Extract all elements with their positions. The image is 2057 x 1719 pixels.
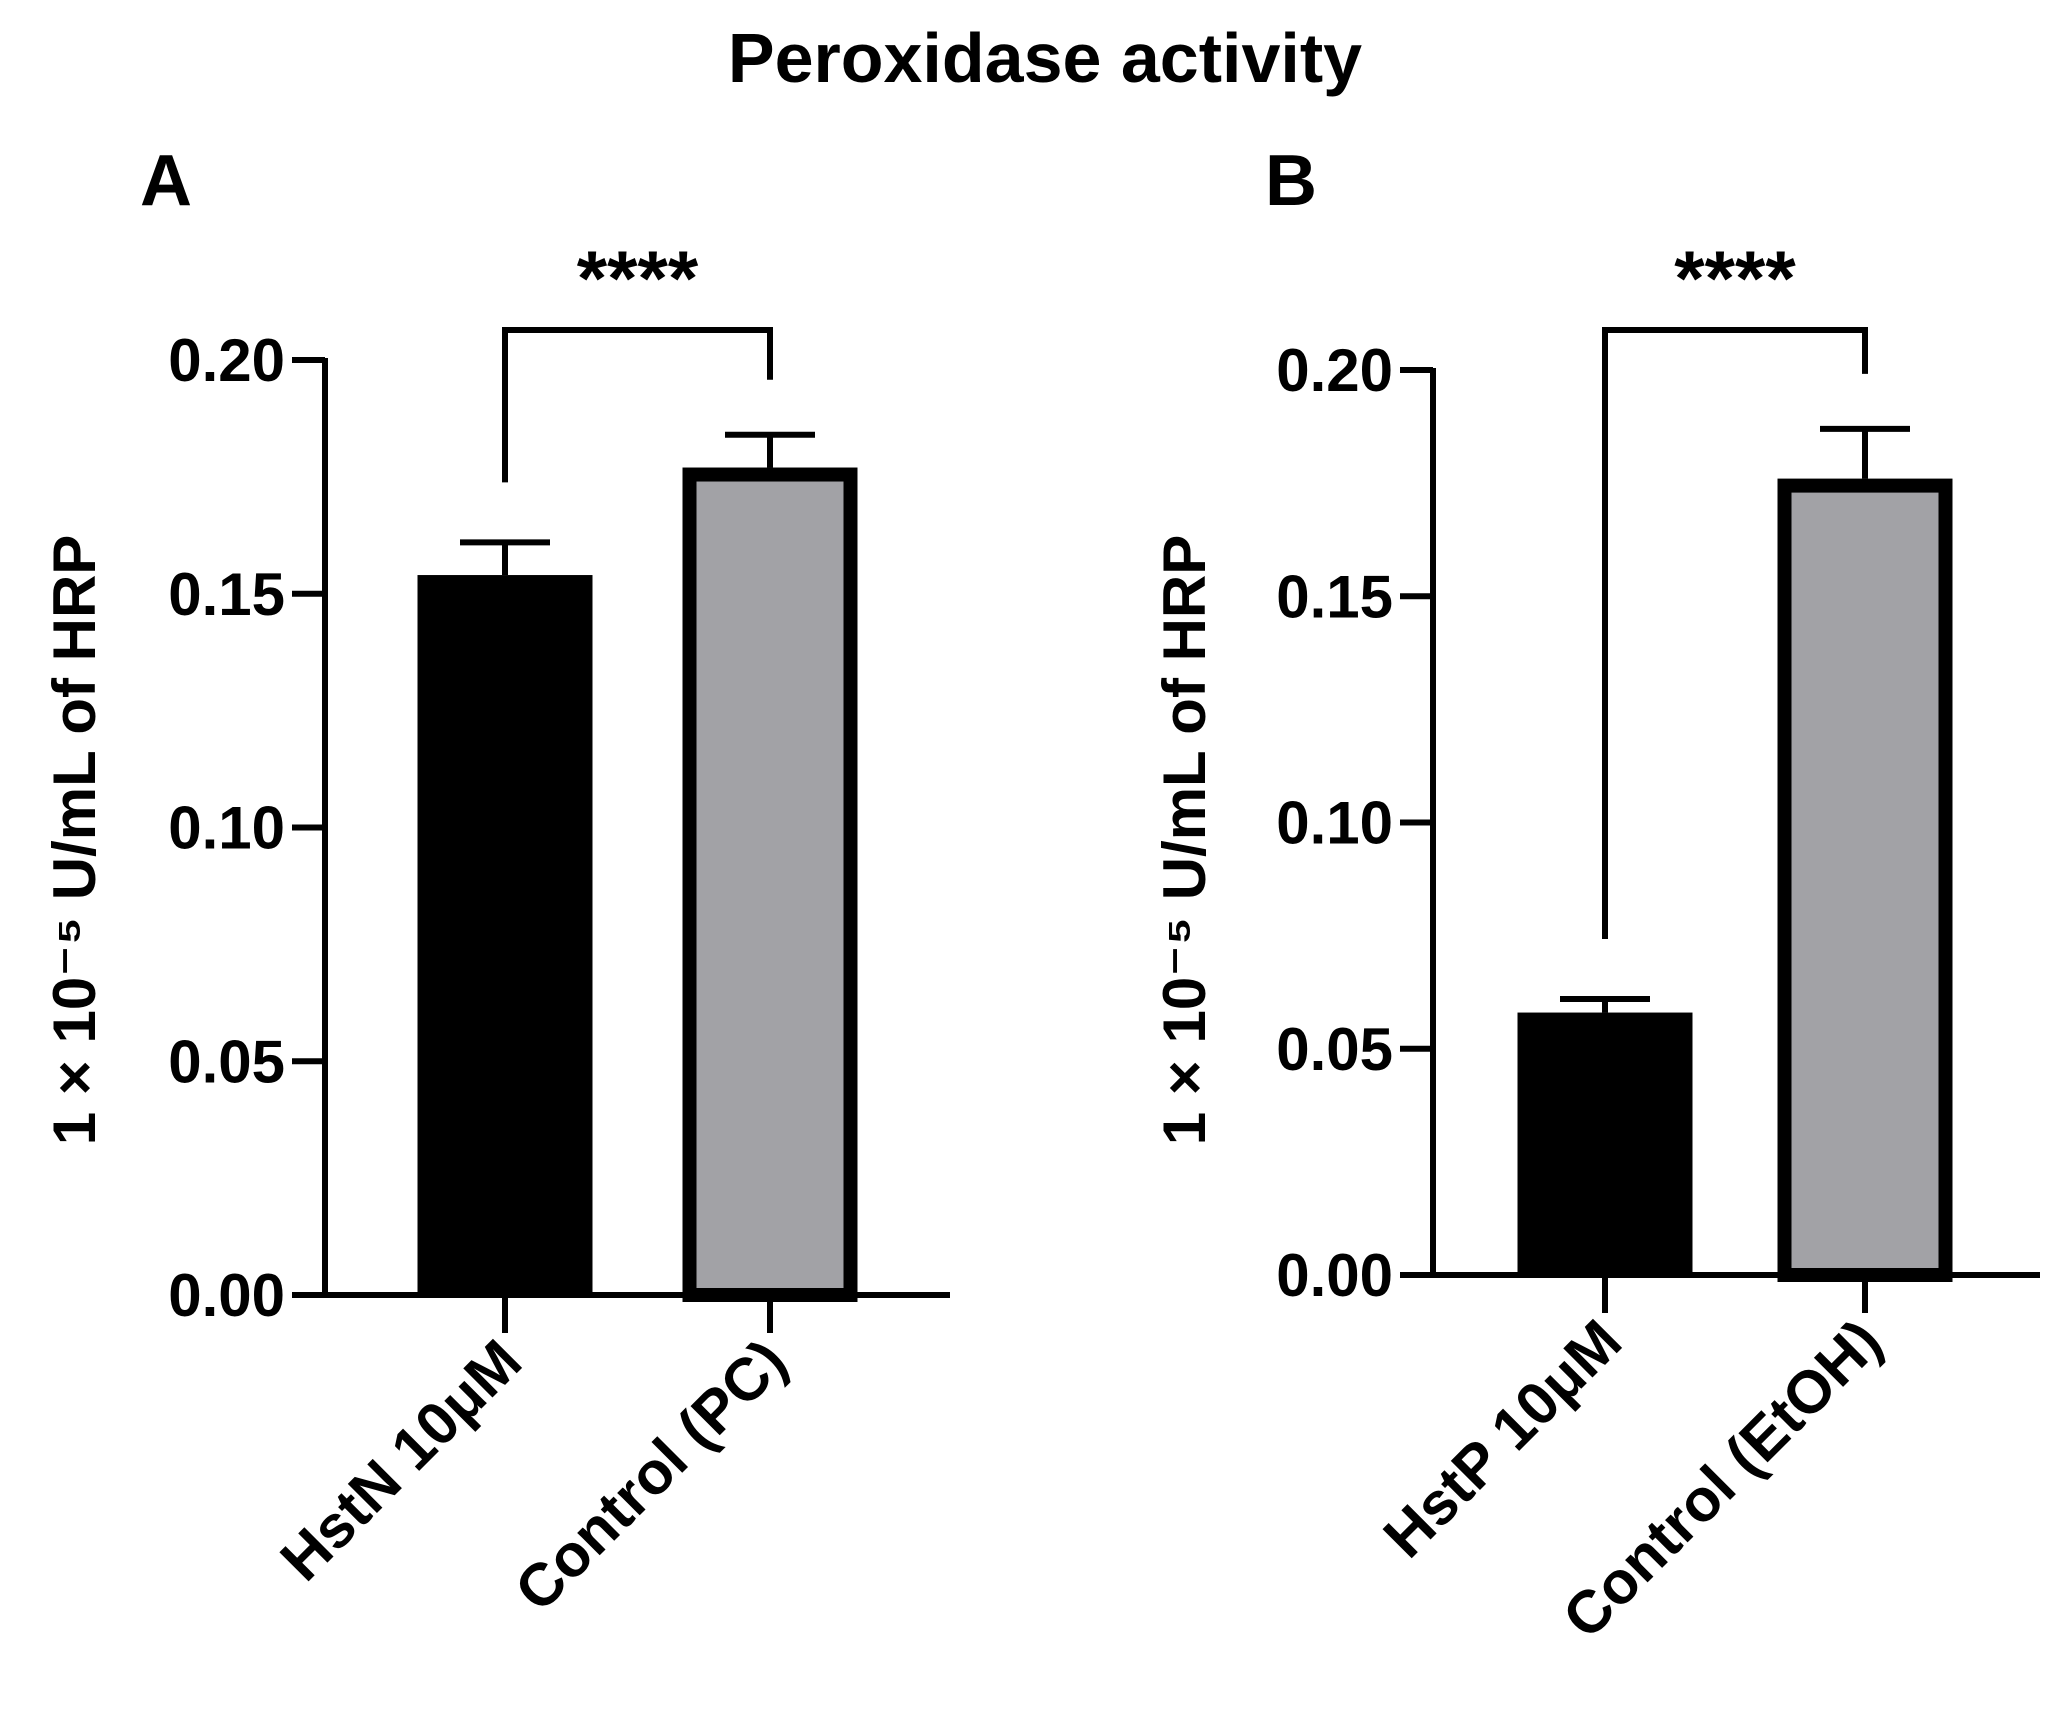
y-tick-label: 0.05 (1276, 1016, 1393, 1083)
y-tick-label: 0.20 (1276, 337, 1393, 404)
significance-bracket (1602, 327, 1868, 939)
bar-control (682, 467, 858, 1302)
category-label: HstP 10μM (1371, 1307, 1635, 1571)
figure-title: Peroxidase activity (728, 19, 1362, 97)
y-axis-label: 1 × 10⁻⁵ U/mL of HRP (1151, 535, 1218, 1146)
y-tick-label: 0.10 (168, 795, 285, 862)
y-axis-label: 1 × 10⁻⁵ U/mL of HRP (41, 535, 108, 1146)
panel-label: A (140, 141, 192, 221)
significance-bracket (502, 327, 773, 483)
bar-treatment (417, 575, 593, 1295)
significance-label: **** (1674, 234, 1796, 322)
bar-treatment (1517, 1012, 1693, 1275)
significance-label: **** (577, 234, 699, 322)
category-label: Control (PC) (502, 1327, 799, 1624)
y-tick-label: 0.15 (1276, 563, 1393, 630)
panel-label: B (1265, 141, 1317, 221)
bar-control (1777, 478, 1953, 1283)
y-tick-label: 0.05 (168, 1028, 285, 1095)
y-tick-label: 0.15 (168, 561, 285, 628)
y-tick-label: 0.20 (168, 327, 285, 394)
y-tick-label: 0.00 (1276, 1242, 1393, 1309)
panel-a: A 0.00 0.05 0.10 0.15 0.20 1 × 10⁻⁵ U/mL of HR… (41, 141, 950, 1624)
y-tick-label: 0.00 (168, 1262, 285, 1329)
category-label: HstN 10μM (268, 1327, 535, 1594)
y-tick-label: 0.10 (1276, 790, 1393, 857)
panel-b: B 0.00 0.05 0.10 0.15 0.20 1 × 10⁻⁵ U/mL of HR… (1151, 141, 2040, 1651)
